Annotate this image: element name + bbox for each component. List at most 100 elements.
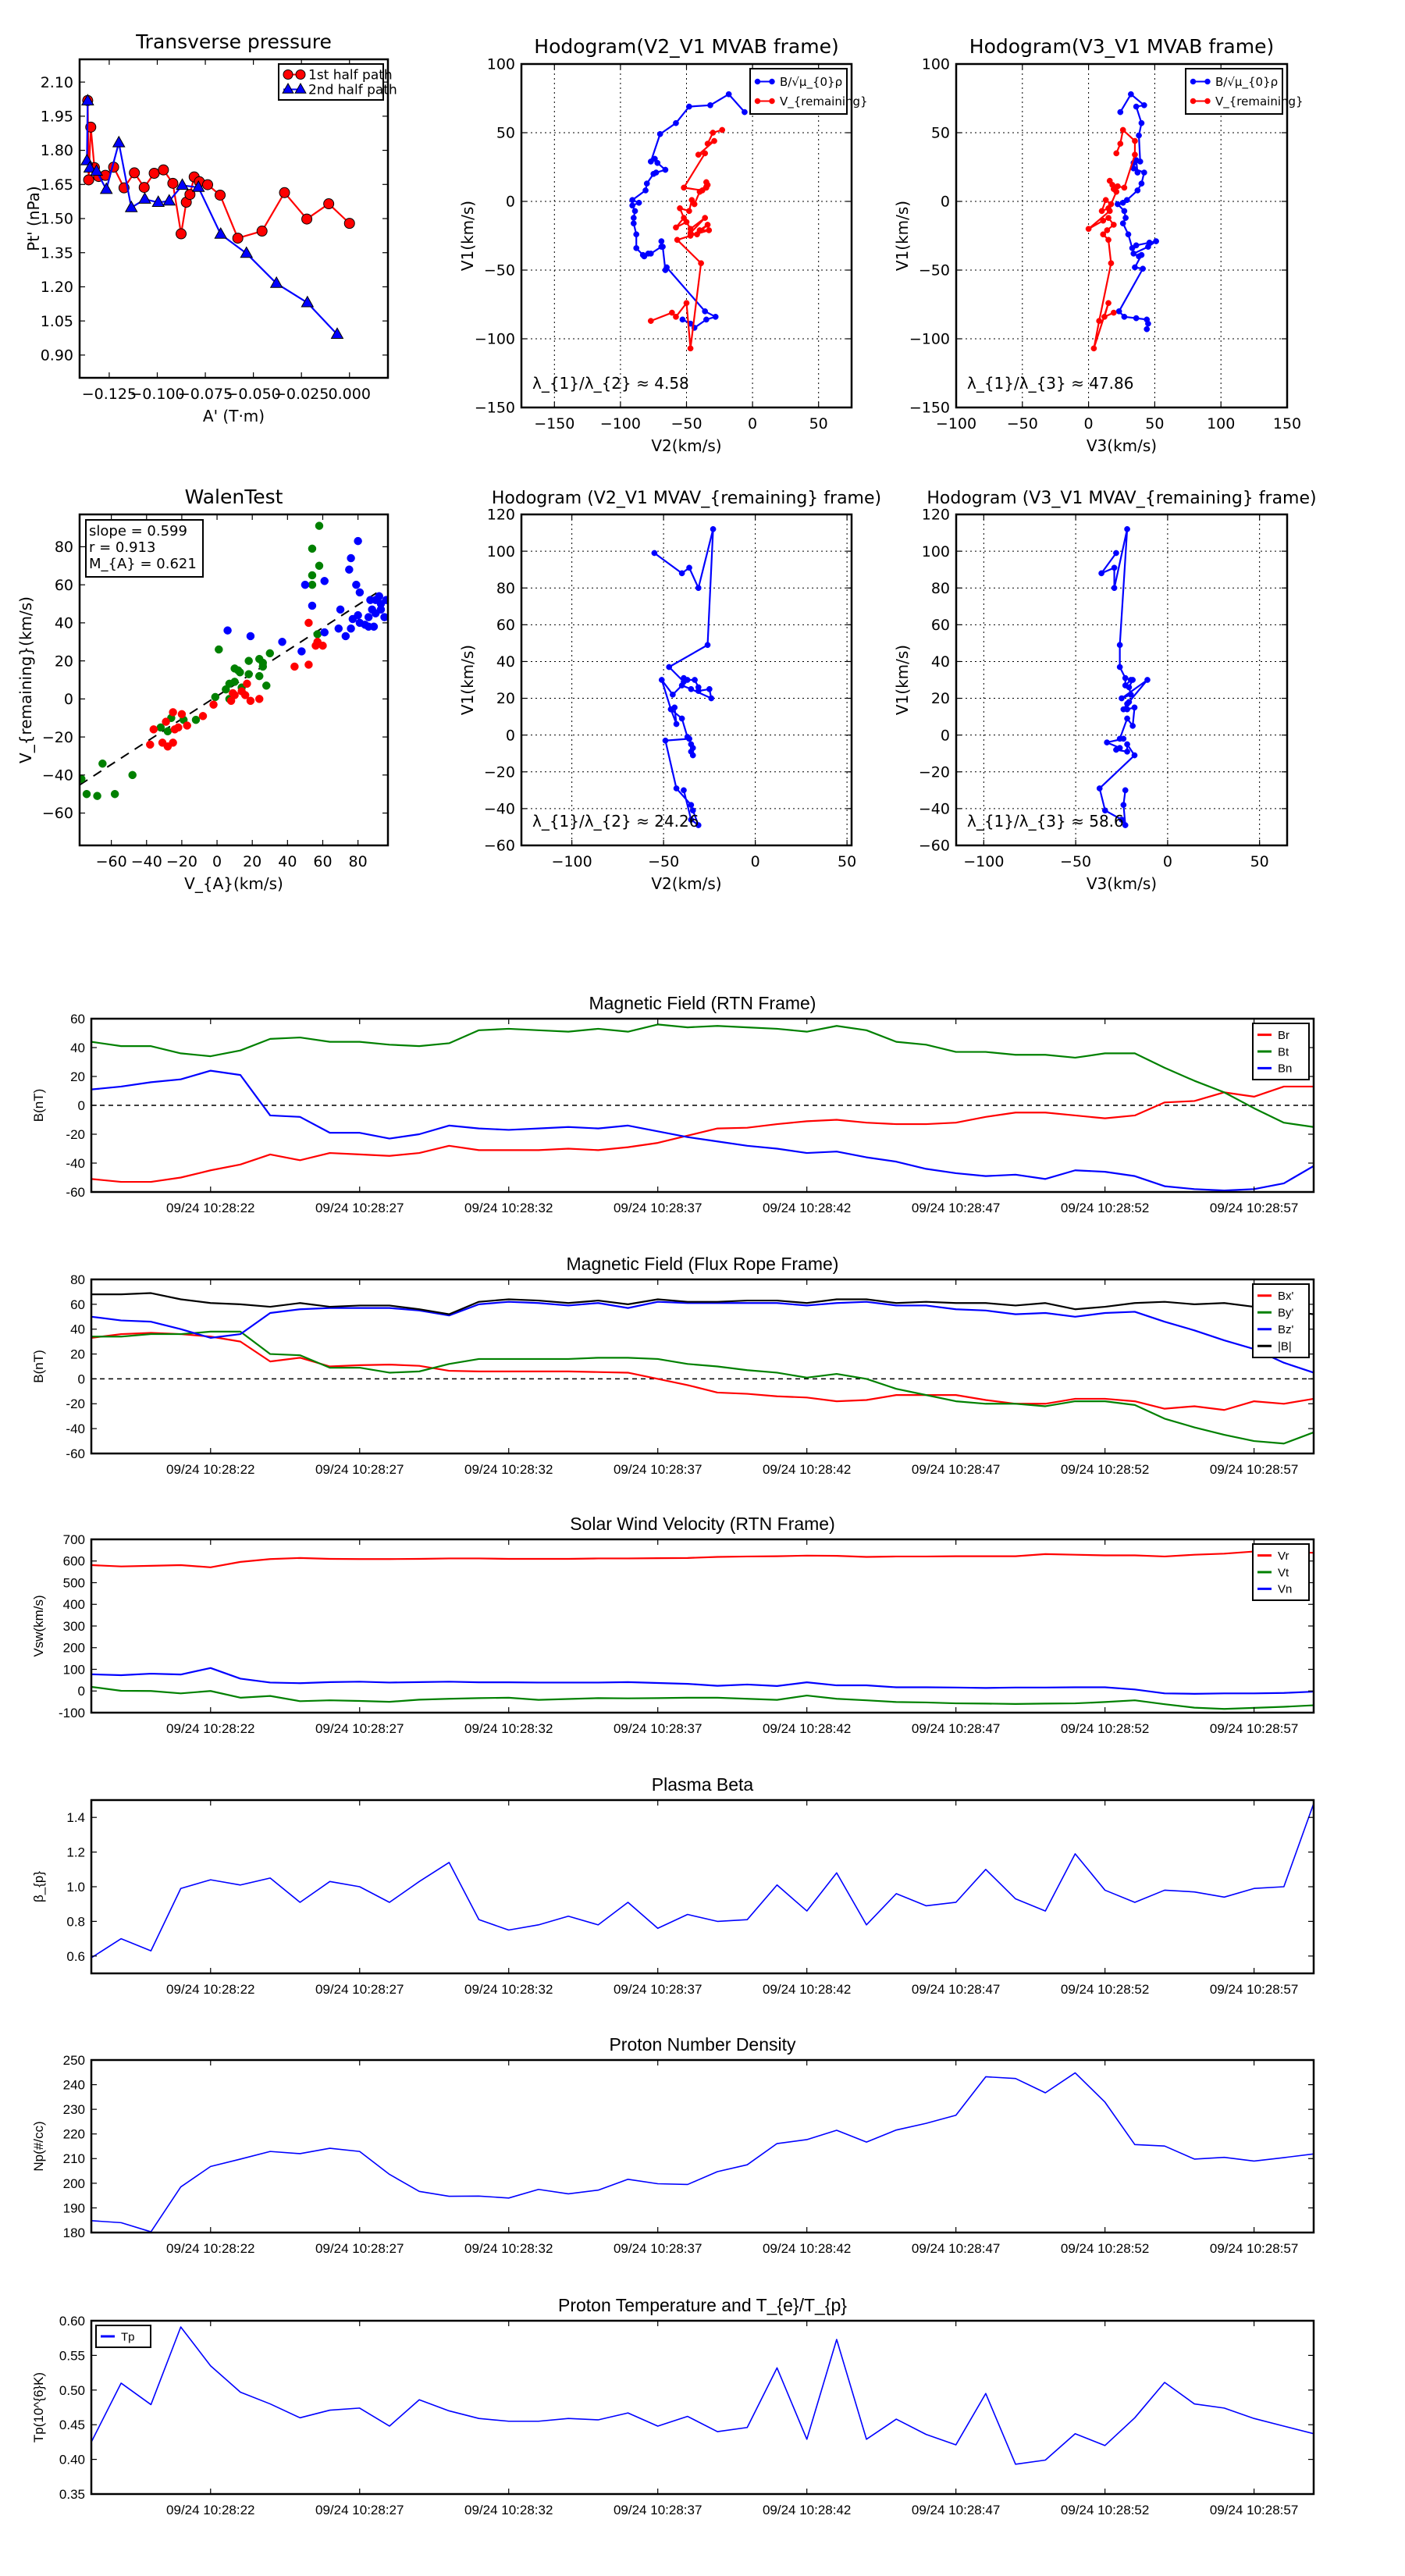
legend-marker bbox=[294, 82, 307, 94]
legend-label: B/√μ_{0}ρ bbox=[1215, 75, 1278, 90]
y-tick-label: −100 bbox=[475, 331, 515, 348]
series-line-|B| bbox=[91, 1292, 1314, 1315]
data-point bbox=[323, 198, 335, 210]
series-line-By' bbox=[91, 1330, 1314, 1445]
data-point bbox=[1111, 564, 1118, 571]
eigenvalue-ratio-annotation: λ_{1}/λ_{2} ≈ 24.26 bbox=[532, 812, 699, 831]
data-point bbox=[347, 624, 355, 633]
y-tick-label: 700 bbox=[63, 1532, 85, 1547]
data-point bbox=[695, 151, 702, 158]
series-line-Bt bbox=[91, 1023, 1314, 1128]
data-point bbox=[336, 605, 345, 614]
y-axis-label: V_{remaining}(km/s) bbox=[16, 596, 35, 763]
chart-h2: −100 −50 0 50 100 150−150−100−50050100Hodogra… bbox=[893, 35, 1304, 455]
data-point bbox=[308, 571, 317, 580]
data-point bbox=[686, 103, 692, 110]
plot-area bbox=[91, 1803, 1314, 1959]
data-point bbox=[146, 740, 155, 749]
data-point bbox=[148, 168, 160, 180]
x-tick-label: −0.025 bbox=[274, 386, 329, 403]
data-point bbox=[244, 670, 253, 678]
data-point bbox=[704, 642, 711, 649]
data-point bbox=[673, 720, 680, 728]
plot-area bbox=[91, 1292, 1314, 1445]
data-point bbox=[678, 715, 685, 722]
data-point bbox=[1122, 787, 1129, 794]
data-point bbox=[1132, 137, 1138, 144]
data-point bbox=[633, 244, 640, 251]
series-line-Bn bbox=[91, 1069, 1314, 1192]
x-tick-label: 60 bbox=[313, 853, 332, 870]
data-point bbox=[308, 601, 317, 610]
eigenvalue-ratio-annotation: λ_{1}/λ_{3} ≈ 47.86 bbox=[967, 374, 1134, 393]
data-point bbox=[215, 645, 223, 654]
data-point bbox=[1133, 315, 1140, 322]
x-tick-label: 09/24 10:28:47 bbox=[912, 1201, 1000, 1215]
walen-stat: slope = 0.599 bbox=[89, 523, 187, 539]
data-point bbox=[633, 231, 640, 238]
series-line-Tp bbox=[91, 2326, 1314, 2465]
chart-h3: −100 −50 0 50 −60 −40 −20 0 20 40 60 80 100 120Hodogr… bbox=[458, 489, 881, 893]
data-point bbox=[369, 622, 379, 632]
legend-label: 1st half path bbox=[308, 68, 393, 84]
data-point bbox=[1119, 126, 1126, 133]
data-point bbox=[158, 164, 169, 176]
plot-area bbox=[91, 2072, 1314, 2233]
axes-frame bbox=[955, 513, 1289, 847]
data-point bbox=[184, 189, 196, 201]
chart-vel: 09/24 10:28:22 09/24 10:28:27 09/24 10:28:… bbox=[31, 1514, 1315, 1736]
legend-entry: V_{remaining} bbox=[1190, 94, 1304, 109]
data-point bbox=[315, 561, 324, 571]
eigenvalue-ratio-annotation: λ_{1}/λ_{2} ≈ 4.58 bbox=[532, 374, 689, 393]
x-tick-label: −20 bbox=[166, 853, 197, 870]
data-point bbox=[670, 691, 676, 698]
data-point bbox=[1128, 91, 1134, 98]
data-point bbox=[695, 822, 702, 828]
x-tick-label: −0.100 bbox=[130, 386, 184, 403]
legend-entry: B/√μ_{0}ρ bbox=[754, 75, 842, 90]
y-tick-label: 1.80 bbox=[41, 142, 73, 159]
data-point bbox=[1144, 326, 1151, 333]
legend-label: Bz' bbox=[1278, 1323, 1294, 1336]
data-point bbox=[1108, 260, 1115, 267]
legend-entry: Bt bbox=[1257, 1045, 1289, 1059]
axes-frame bbox=[90, 2319, 1315, 2496]
y-axis-label: V1(km/s) bbox=[458, 645, 477, 715]
y-tick-label: 250 bbox=[63, 2053, 85, 2068]
data-point bbox=[1145, 320, 1151, 327]
legend-label: Br bbox=[1278, 1029, 1289, 1042]
data-point bbox=[1098, 570, 1104, 577]
data-point bbox=[1138, 251, 1145, 258]
y-tick-label: -40 bbox=[66, 1156, 85, 1171]
legend-entry: Bx' bbox=[1257, 1290, 1294, 1303]
legend-marker bbox=[282, 82, 294, 94]
data-point bbox=[688, 817, 695, 823]
data-point bbox=[1134, 169, 1141, 176]
y-tick-label: 0.50 bbox=[59, 2383, 85, 2398]
chart-title: Hodogram(V3_V1 MVAB frame) bbox=[969, 35, 1274, 58]
x-axis-label: V2(km/s) bbox=[651, 436, 721, 455]
y-axis-label: B(nT) bbox=[31, 1089, 46, 1123]
x-tick-label: 09/24 10:28:32 bbox=[464, 1721, 553, 1736]
y-tick-label: 20 bbox=[70, 1347, 85, 1362]
y-tick-label: 200 bbox=[63, 2176, 85, 2191]
data-point bbox=[254, 671, 264, 681]
series-line-Np bbox=[91, 2072, 1314, 2233]
data-point bbox=[1104, 739, 1111, 745]
y-tick-label: 40 bbox=[70, 1041, 85, 1055]
data-point bbox=[124, 200, 138, 212]
data-point bbox=[174, 723, 183, 732]
x-tick-label: 09/24 10:28:32 bbox=[464, 1201, 553, 1215]
legend-label: 2nd half path bbox=[308, 83, 397, 98]
data-point bbox=[246, 632, 255, 641]
legend-label: Bn bbox=[1278, 1062, 1292, 1076]
y-tick-label: 0.6 bbox=[66, 1949, 85, 1964]
legend-entry: Bn bbox=[1257, 1062, 1292, 1076]
data-point bbox=[686, 564, 692, 571]
data-point bbox=[1096, 785, 1103, 792]
legend: B/√μ_{0}ρ V_{remaining} bbox=[749, 68, 868, 115]
data-point bbox=[1122, 822, 1129, 828]
data-point bbox=[683, 219, 690, 226]
data-point bbox=[112, 135, 126, 148]
data-point bbox=[651, 550, 658, 557]
